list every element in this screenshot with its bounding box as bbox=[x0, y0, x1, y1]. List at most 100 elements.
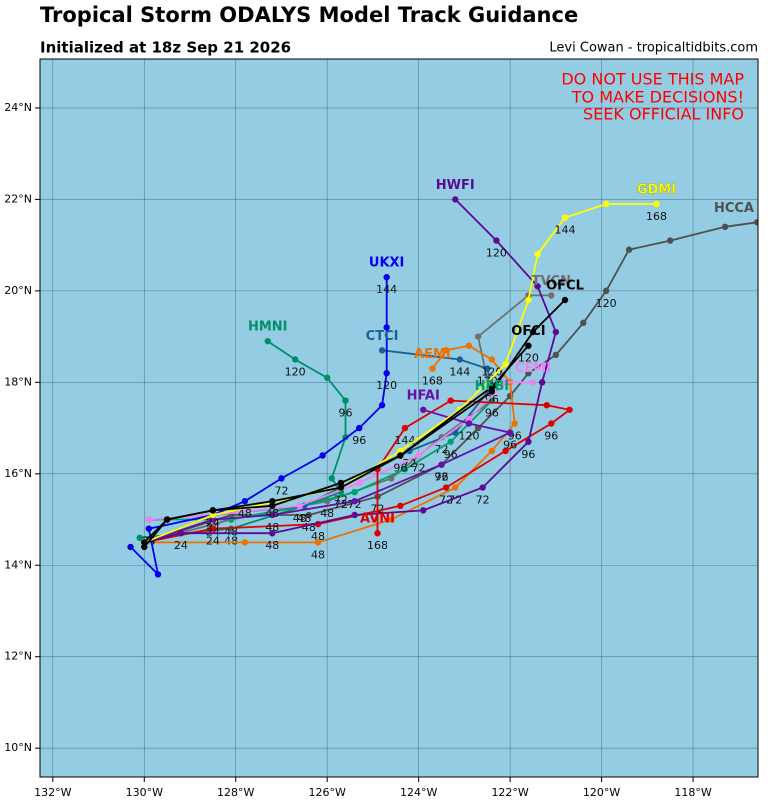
track-point bbox=[484, 365, 491, 372]
x-tick-label: 118°W bbox=[674, 786, 711, 799]
track-point bbox=[561, 214, 569, 221]
y-tick-label: 20°N bbox=[4, 284, 32, 297]
track-name: HFAI bbox=[407, 388, 440, 403]
forecast-hour-label: 120 bbox=[458, 429, 479, 442]
forecast-hour-label: 48 bbox=[320, 507, 334, 520]
track-point bbox=[342, 397, 349, 404]
track-point bbox=[397, 452, 404, 459]
forecast-hour-label: 48 bbox=[265, 539, 279, 552]
track-point bbox=[397, 447, 404, 455]
x-tick-label: 128°W bbox=[217, 786, 254, 799]
forecast-hour-label: 48 bbox=[265, 507, 279, 520]
forecast-hour-label: 72 bbox=[435, 443, 449, 456]
track-point bbox=[269, 502, 276, 510]
track-point bbox=[401, 424, 409, 432]
track-point bbox=[145, 516, 153, 523]
track-name: TVCN bbox=[532, 274, 571, 289]
track-point bbox=[378, 401, 386, 409]
forecast-hour-label: 72 bbox=[435, 471, 449, 484]
track-point bbox=[351, 511, 358, 519]
track-point bbox=[145, 525, 153, 532]
forecast-hour-label: 24 bbox=[206, 526, 220, 539]
track-point bbox=[442, 484, 450, 491]
x-tick-label: 132°W bbox=[34, 786, 71, 799]
forecast-hour-label: 120 bbox=[486, 247, 507, 260]
track-point bbox=[163, 516, 171, 523]
track-point bbox=[566, 406, 573, 413]
x-tick-label: 120°W bbox=[583, 786, 620, 799]
warning-line: DO NOT USE THIS MAP bbox=[561, 70, 744, 89]
forecast-hour-label: 120 bbox=[376, 379, 397, 392]
forecast-hour-label: 48 bbox=[293, 512, 307, 525]
track-point bbox=[291, 356, 299, 363]
track-point bbox=[269, 511, 276, 519]
forecast-hour-label: 168 bbox=[422, 375, 443, 388]
track-point bbox=[429, 365, 436, 372]
y-tick-label: 12°N bbox=[4, 650, 32, 663]
track-point bbox=[525, 342, 532, 349]
track-point bbox=[502, 360, 509, 368]
forecast-hour-label: 48 bbox=[224, 535, 238, 548]
forecast-hour-label: 48 bbox=[265, 521, 279, 534]
forecast-hour-label: 96 bbox=[521, 448, 535, 461]
track-point bbox=[337, 479, 345, 487]
track-line bbox=[144, 198, 557, 544]
track-point bbox=[241, 539, 249, 546]
track-point bbox=[209, 511, 217, 519]
forecast-hour-label: 96 bbox=[352, 434, 366, 447]
track-point bbox=[525, 369, 532, 377]
forecast-hour-label: 48 bbox=[311, 548, 325, 561]
track-point bbox=[488, 447, 496, 455]
track-point bbox=[666, 237, 674, 244]
track-point bbox=[534, 283, 541, 290]
track-point bbox=[324, 374, 331, 381]
track-line bbox=[139, 340, 347, 539]
track-point bbox=[506, 429, 514, 436]
track-point bbox=[209, 516, 217, 523]
track-name: CTCI bbox=[366, 329, 399, 344]
track-point bbox=[420, 406, 427, 413]
credit: Levi Cowan - tropicaltidbits.com bbox=[549, 41, 758, 56]
track-point bbox=[465, 415, 473, 423]
forecast-hour-label: 120 bbox=[481, 365, 502, 378]
track-point bbox=[269, 498, 276, 505]
track-point bbox=[488, 388, 496, 395]
forecast-hour-label: 72 bbox=[403, 457, 417, 470]
forecast-hour-label: 48 bbox=[297, 512, 311, 525]
y-tick-label: 24°N bbox=[4, 101, 32, 114]
track-point bbox=[401, 466, 409, 473]
forecast-hour-label: 24 bbox=[206, 516, 220, 529]
track-point bbox=[602, 200, 610, 208]
track-name: GDMI bbox=[637, 182, 676, 197]
track-point bbox=[420, 507, 427, 514]
forecast-hour-label: 144 bbox=[449, 365, 470, 378]
track: 48 72 bbox=[145, 379, 537, 525]
warning-line: TO MAKE DECISIONS! bbox=[571, 88, 744, 107]
track-point bbox=[625, 246, 633, 253]
track-point bbox=[465, 420, 473, 427]
forecast-hour-label: 96 bbox=[338, 407, 352, 420]
track-name: OFCI bbox=[511, 324, 545, 339]
forecast-hour-label: 96 bbox=[444, 448, 458, 461]
track-point bbox=[383, 324, 390, 331]
track-line bbox=[144, 408, 513, 544]
track-point bbox=[653, 200, 660, 208]
track-line bbox=[144, 344, 516, 544]
track-point bbox=[383, 273, 390, 281]
track-point bbox=[388, 516, 395, 523]
track-point bbox=[337, 484, 345, 491]
track-point bbox=[474, 333, 482, 340]
warning-line: SEEK OFFICIAL INFO bbox=[583, 105, 744, 124]
forecast-hour-label: 24 bbox=[206, 535, 220, 548]
forecast-hour-label: 96 bbox=[544, 429, 558, 442]
map-background bbox=[40, 59, 758, 777]
map-frame bbox=[39, 58, 759, 778]
track-point bbox=[452, 196, 459, 203]
track-line bbox=[148, 381, 533, 521]
track-point bbox=[488, 383, 496, 391]
track-point bbox=[351, 488, 358, 496]
track-point bbox=[415, 452, 422, 459]
forecast-hour-label: 72 bbox=[274, 484, 288, 497]
